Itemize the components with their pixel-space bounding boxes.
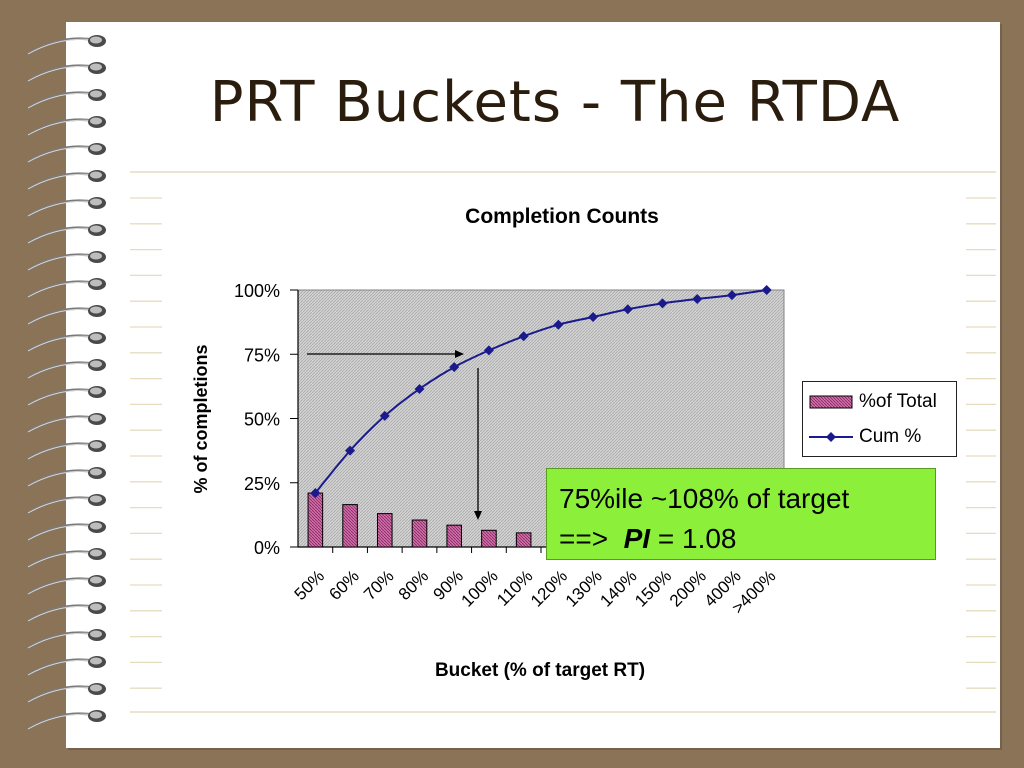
cum-point-100% xyxy=(483,345,494,356)
spiral-ring xyxy=(27,602,106,623)
y-tick-label: 50% xyxy=(244,410,280,430)
spiral-ring xyxy=(27,278,106,299)
x-tick-label: 120% xyxy=(527,566,571,610)
legend-label: Cum % xyxy=(859,426,922,447)
bar-90% xyxy=(446,524,463,548)
spiral-ring xyxy=(27,548,106,569)
x-tick-label: 80% xyxy=(395,566,432,603)
spiral-ring xyxy=(27,440,106,461)
x-tick-label: 200% xyxy=(666,566,710,610)
legend-item-of-total: %of Total xyxy=(809,389,937,415)
y-tick-label: 25% xyxy=(244,474,280,494)
x-tick-label: 130% xyxy=(562,566,606,610)
spiral-ring xyxy=(27,494,106,515)
callout-line-1: 75%ile ~108% of target xyxy=(559,483,850,514)
bar-60% xyxy=(342,504,358,548)
spiral-ring xyxy=(27,89,106,110)
spiral-ring xyxy=(27,62,106,83)
x-axis-label: Bucket (% of target RT) xyxy=(435,660,645,681)
cum-point-150% xyxy=(657,298,668,309)
bar-50% xyxy=(307,492,324,548)
cum-point-140% xyxy=(622,304,633,315)
y-tick-label: 75% xyxy=(244,345,280,365)
cum-point-120% xyxy=(553,319,564,330)
y-tick-label: 0% xyxy=(254,538,280,558)
chart-title: Completion Counts xyxy=(465,205,659,228)
spiral-ring xyxy=(27,467,106,488)
cum-point-80% xyxy=(414,383,425,394)
plot-area: 0%25%50%75%100%50%60%70%80%90%100%110%12… xyxy=(234,281,785,618)
spiral-ring xyxy=(27,116,106,137)
notebook-rules xyxy=(130,171,996,713)
spiral-ring xyxy=(27,305,106,326)
y-tick-label: 100% xyxy=(234,281,280,301)
x-tick-label: 100% xyxy=(458,566,502,610)
callout-suffix: = 1.08 xyxy=(650,523,737,554)
callout-prefix: ==> xyxy=(559,523,624,554)
spiral-ring xyxy=(27,656,106,677)
cum-point->400% xyxy=(761,285,772,295)
cum-point-200% xyxy=(692,293,703,304)
x-tick-label: 140% xyxy=(596,566,640,610)
x-tick-label: 150% xyxy=(631,566,675,610)
annotation-callout: 75%ile ~108% of target ==> PI = 1.08 xyxy=(546,468,936,560)
spiral-ring xyxy=(27,413,106,434)
legend-label: %of Total xyxy=(859,391,937,412)
cum-point-70% xyxy=(379,410,390,421)
callout-line-2: ==> PI = 1.08 xyxy=(559,519,935,559)
spiral-ring xyxy=(27,143,106,164)
spiral-ring xyxy=(27,575,106,596)
cum-point-110% xyxy=(518,331,529,342)
spiral-ring xyxy=(27,251,106,272)
chart-legend: %of Total Cum % xyxy=(802,381,957,457)
bar-80% xyxy=(411,519,428,548)
cum-point-400% xyxy=(726,290,737,301)
x-tick-label: 60% xyxy=(325,566,362,603)
slide-title: PRT Buckets - The RTDA xyxy=(209,70,901,135)
spiral-ring xyxy=(27,629,106,650)
legend-item-cum: Cum % xyxy=(809,424,921,450)
spiral-ring xyxy=(27,224,106,245)
cum-point-130% xyxy=(588,311,599,322)
spiral-ring xyxy=(27,386,106,407)
spiral-ring xyxy=(27,170,106,191)
spiral-ring xyxy=(27,683,106,704)
bar-110% xyxy=(515,532,532,548)
spiral-ring xyxy=(27,35,106,56)
x-tick-label: 50% xyxy=(291,566,328,603)
bar-100% xyxy=(481,529,497,548)
cum-point-50% xyxy=(310,488,321,499)
callout-pi: PI xyxy=(623,523,651,554)
bar-70% xyxy=(376,513,393,548)
x-tick-label: 110% xyxy=(493,566,536,609)
spiral-ring xyxy=(27,521,106,542)
y-axis-label: % of completions xyxy=(191,344,211,493)
line-swatch-icon xyxy=(809,432,853,442)
annotation-arrows xyxy=(307,350,482,520)
spiral-ring xyxy=(27,332,106,353)
spiral-ring xyxy=(27,710,106,731)
spiral-ring xyxy=(27,197,106,218)
cum-point-60% xyxy=(345,445,356,456)
bar-swatch-icon xyxy=(809,395,853,409)
spiral-ring xyxy=(27,359,106,380)
cum-point-90% xyxy=(449,362,460,373)
spiral-binding xyxy=(27,35,106,731)
x-tick-label: 70% xyxy=(360,566,397,603)
